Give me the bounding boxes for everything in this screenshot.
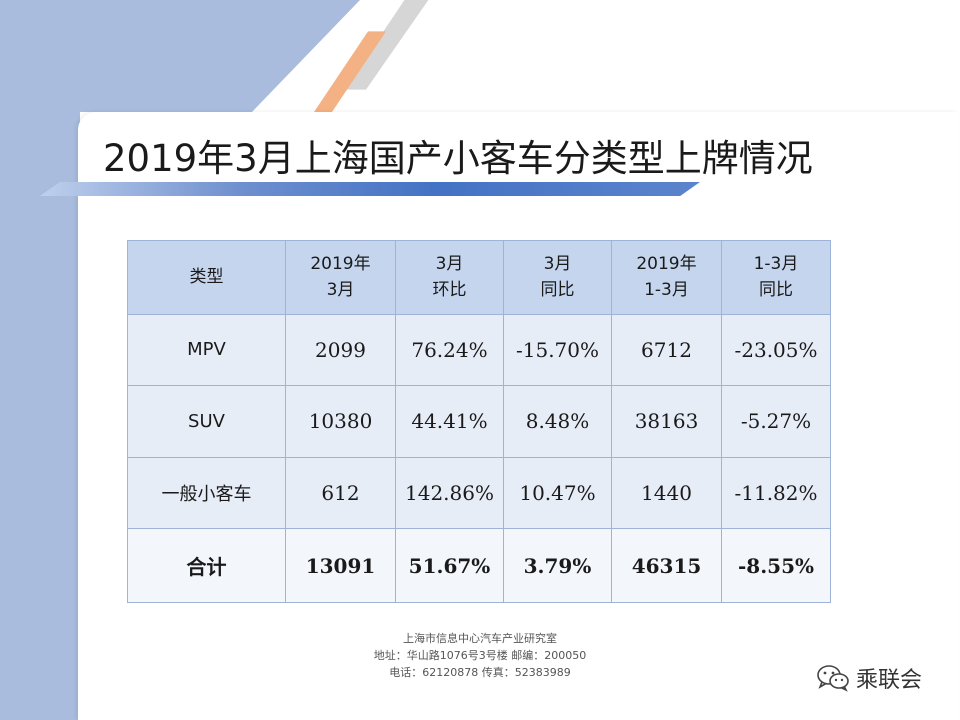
header-cell-yoy: 3月 同比 [503, 240, 612, 315]
table-cell-total: 3.79% [503, 528, 612, 603]
table-row: MPV 2099 76.24% -15.70% 6712 -23.05% [127, 313, 831, 387]
header-cell-mom: 3月 环比 [395, 240, 504, 315]
title-underline-bar [40, 182, 700, 196]
table-cell-total: 46315 [611, 528, 722, 603]
table-cell: 76.24% [395, 313, 504, 387]
table-cell: 2099 [285, 313, 396, 387]
table-total-row: 合计 13091 51.67% 3.79% 46315 -8.55% [127, 528, 831, 603]
footer-address: 地址：华山路1076号3号楼 邮编：200050 [373, 649, 587, 662]
brand-watermark: 乘联会 [816, 662, 922, 694]
header-cell-jan-mar-yoy: 1-3月 同比 [721, 240, 831, 315]
background-left-panel [0, 0, 80, 720]
table-header-row: 类型 2019年 3月 3月 环比 3月 同比 2019年 1-3月 1-3月 同比 [127, 240, 831, 315]
table-cell-total: -8.55% [721, 528, 831, 603]
table-cell: -15.70% [503, 313, 612, 387]
table-cell: 612 [285, 456, 396, 530]
table-cell: 10380 [285, 385, 396, 458]
table-cell: 1440 [611, 456, 722, 530]
table-cell: -5.27% [721, 385, 831, 458]
decor-grey-stripe [344, 0, 429, 90]
table-cell: -23.05% [721, 313, 831, 387]
table-cell: 142.86% [395, 456, 504, 530]
background-top-panel [0, 0, 360, 112]
header-cell-march-2019: 2019年 3月 [285, 240, 396, 315]
registration-table: 类型 2019年 3月 3月 环比 3月 同比 2019年 1-3月 1-3月 同比 MP… [127, 240, 831, 603]
footer-org: 上海市信息中心汽车产业研究室 [403, 632, 557, 645]
table-cell: 8.48% [503, 385, 612, 458]
table-cell: -11.82% [721, 456, 831, 530]
table-row: 一般小客车 612 142.86% 10.47% 1440 -11.82% [127, 456, 831, 530]
header-cell-jan-mar-2019: 2019年 1-3月 [611, 240, 722, 315]
table-cell-category: 一般小客车 [127, 456, 286, 530]
table-row: SUV 10380 44.41% 8.48% 38163 -5.27% [127, 385, 831, 458]
table-cell-category: SUV [127, 385, 286, 458]
header-cell-type: 类型 [127, 240, 286, 315]
table-cell: 44.41% [395, 385, 504, 458]
table-cell: 6712 [611, 313, 722, 387]
footer-phone: 电话：62120878 传真：52383989 [389, 666, 571, 679]
wechat-icon [817, 665, 849, 692]
table-cell-category: MPV [127, 313, 286, 387]
table-cell-total: 13091 [285, 528, 396, 603]
brand-name: 乘联会 [856, 668, 923, 693]
slide-title: 2019年3月上海国产小客车分类型上牌情况 [103, 137, 813, 180]
footer-contact: 上海市信息中心汽车产业研究室 地址：华山路1076号3号楼 邮编：200050 … [330, 630, 630, 681]
table-cell-total-label: 合计 [127, 528, 286, 603]
table-cell: 38163 [611, 385, 722, 458]
table-cell: 10.47% [503, 456, 612, 530]
table-cell-total: 51.67% [395, 528, 504, 603]
